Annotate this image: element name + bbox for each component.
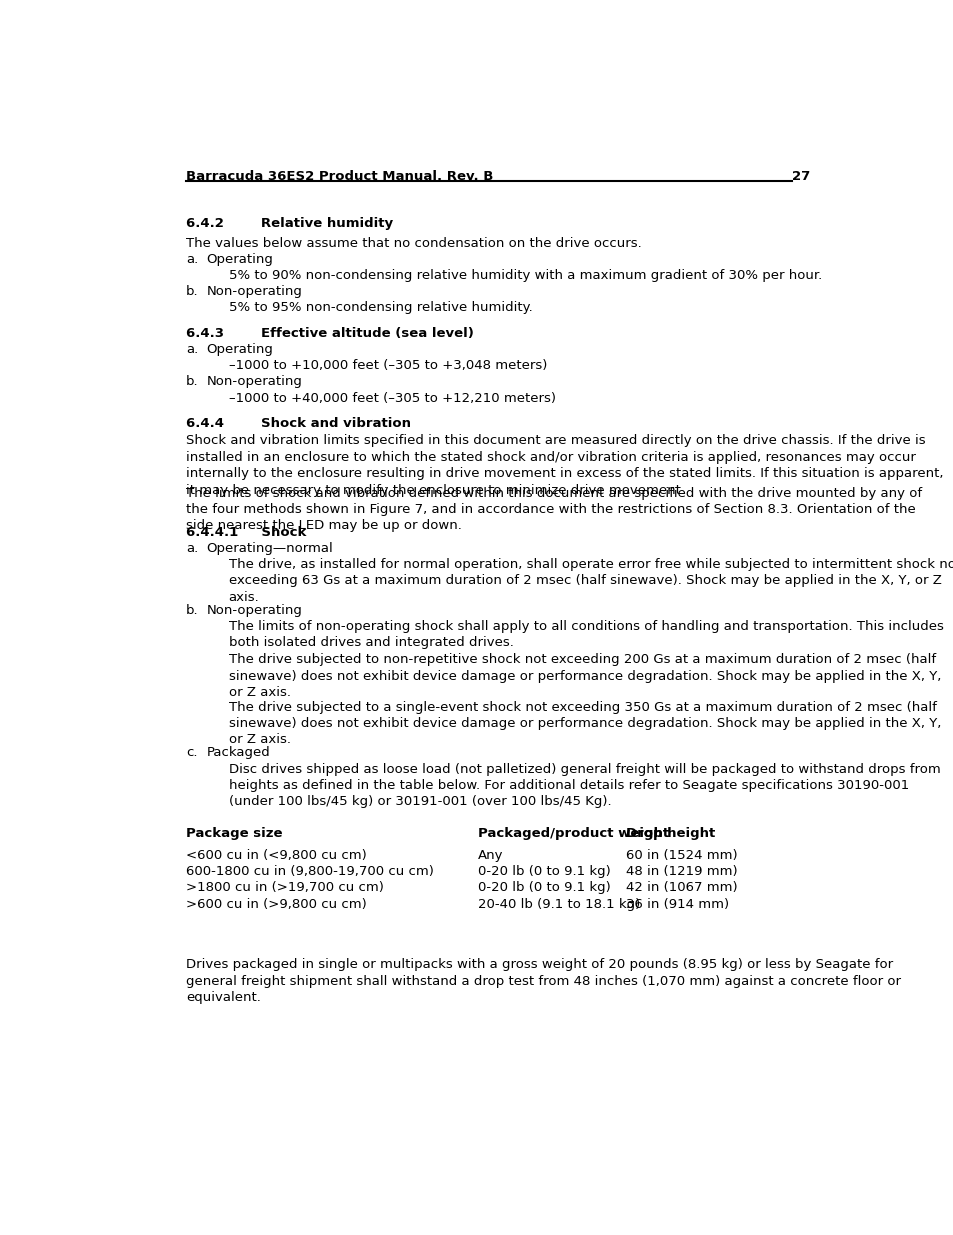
Text: (under 100 lbs/45 kg) or 30191-001 (over 100 lbs/45 Kg).: (under 100 lbs/45 kg) or 30191-001 (over… [229,795,611,808]
Text: exceeding 63 Gs at a maximum duration of 2 msec (half sinewave). Shock may be ap: exceeding 63 Gs at a maximum duration of… [229,574,941,588]
Text: Drop height: Drop height [625,827,714,840]
Text: 27: 27 [791,170,809,183]
Text: Barracuda 36ES2 Product Manual, Rev. B: Barracuda 36ES2 Product Manual, Rev. B [186,170,493,183]
Text: or Z axis.: or Z axis. [229,685,291,699]
Text: heights as defined in the table below. For additional details refer to Seagate s: heights as defined in the table below. F… [229,779,908,792]
Text: the four methods shown in Figure 7, and in accordance with the restrictions of S: the four methods shown in Figure 7, and … [186,503,915,516]
Text: The drive subjected to a single-event shock not exceeding 350 Gs at a maximum du: The drive subjected to a single-event sh… [229,700,936,714]
Text: The drive subjected to non-repetitive shock not exceeding 200 Gs at a maximum du: The drive subjected to non-repetitive sh… [229,653,935,666]
Text: side nearest the LED may be up or down.: side nearest the LED may be up or down. [186,520,461,532]
Text: Operating: Operating [206,343,274,356]
Text: Drives packaged in single or multipacks with a gross weight of 20 pounds (8.95 k: Drives packaged in single or multipacks … [186,958,892,972]
Text: >600 cu in (>9,800 cu cm): >600 cu in (>9,800 cu cm) [186,898,366,910]
Text: axis.: axis. [229,590,259,604]
Text: Disc drives shipped as loose load (not palletized) general freight will be packa: Disc drives shipped as loose load (not p… [229,762,940,776]
Text: The limits of non-operating shock shall apply to all conditions of handling and : The limits of non-operating shock shall … [229,620,943,632]
Text: equivalent.: equivalent. [186,992,260,1004]
Text: 6.4.3        Effective altitude (sea level): 6.4.3 Effective altitude (sea level) [186,327,474,340]
Text: b.: b. [186,375,198,389]
Text: –1000 to +40,000 feet (–305 to +12,210 meters): –1000 to +40,000 feet (–305 to +12,210 m… [229,391,555,405]
Text: Shock and vibration limits specified in this document are measured directly on t: Shock and vibration limits specified in … [186,435,924,447]
Text: Operating—normal: Operating—normal [206,542,333,555]
Text: 0-20 lb (0 to 9.1 kg): 0-20 lb (0 to 9.1 kg) [477,866,610,878]
Text: 48 in (1219 mm): 48 in (1219 mm) [625,866,737,878]
Text: The limits of shock and vibration defined within this document are specified wit: The limits of shock and vibration define… [186,487,921,500]
Text: 42 in (1067 mm): 42 in (1067 mm) [625,882,737,894]
Text: Non-operating: Non-operating [206,285,302,298]
Text: both isolated drives and integrated drives.: both isolated drives and integrated driv… [229,636,513,650]
Text: <600 cu in (<9,800 cu cm): <600 cu in (<9,800 cu cm) [186,848,366,862]
Text: 6.4.2        Relative humidity: 6.4.2 Relative humidity [186,216,393,230]
Text: Packaged: Packaged [206,746,270,760]
Text: c.: c. [186,746,197,760]
Text: 6.4.4        Shock and vibration: 6.4.4 Shock and vibration [186,417,411,430]
Text: sinewave) does not exhibit device damage or performance degradation. Shock may b: sinewave) does not exhibit device damage… [229,718,940,730]
Text: general freight shipment shall withstand a drop test from 48 inches (1,070 mm) a: general freight shipment shall withstand… [186,974,900,988]
Text: –1000 to +10,000 feet (–305 to +3,048 meters): –1000 to +10,000 feet (–305 to +3,048 me… [229,359,546,372]
Text: 6.4.4.1     Shock: 6.4.4.1 Shock [186,526,306,538]
Text: 36 in (914 mm): 36 in (914 mm) [625,898,728,910]
Text: a.: a. [186,542,198,555]
Text: 20-40 lb (9.1 to 18.1 kg): 20-40 lb (9.1 to 18.1 kg) [477,898,639,910]
Text: Any: Any [477,848,503,862]
Text: The drive, as installed for normal operation, shall operate error free while sub: The drive, as installed for normal opera… [229,558,953,571]
Text: 60 in (1524 mm): 60 in (1524 mm) [625,848,737,862]
Text: The values below assume that no condensation on the drive occurs.: The values below assume that no condensa… [186,237,640,249]
Text: a.: a. [186,343,198,356]
Text: Non-operating: Non-operating [206,375,302,389]
Text: Packaged/product weight: Packaged/product weight [477,827,668,840]
Text: Non-operating: Non-operating [206,604,302,616]
Text: 5% to 95% non-condensing relative humidity.: 5% to 95% non-condensing relative humidi… [229,301,532,314]
Text: >1800 cu in (>19,700 cu cm): >1800 cu in (>19,700 cu cm) [186,882,383,894]
Text: internally to the enclosure resulting in drive movement in excess of the stated : internally to the enclosure resulting in… [186,467,943,480]
Text: or Z axis.: or Z axis. [229,734,291,746]
Text: Package size: Package size [186,827,282,840]
Text: b.: b. [186,285,198,298]
Text: sinewave) does not exhibit device damage or performance degradation. Shock may b: sinewave) does not exhibit device damage… [229,669,940,683]
Text: b.: b. [186,604,198,616]
Text: a.: a. [186,253,198,266]
Text: Operating: Operating [206,253,274,266]
Text: installed in an enclosure to which the stated shock and/or vibration criteria is: installed in an enclosure to which the s… [186,451,915,464]
Text: 600-1800 cu in (9,800-19,700 cu cm): 600-1800 cu in (9,800-19,700 cu cm) [186,866,434,878]
Text: 5% to 90% non-condensing relative humidity with a maximum gradient of 30% per ho: 5% to 90% non-condensing relative humidi… [229,269,821,282]
Text: 0-20 lb (0 to 9.1 kg): 0-20 lb (0 to 9.1 kg) [477,882,610,894]
Text: it may be necessary to modify the enclosure to minimize drive movement.: it may be necessary to modify the enclos… [186,484,684,496]
